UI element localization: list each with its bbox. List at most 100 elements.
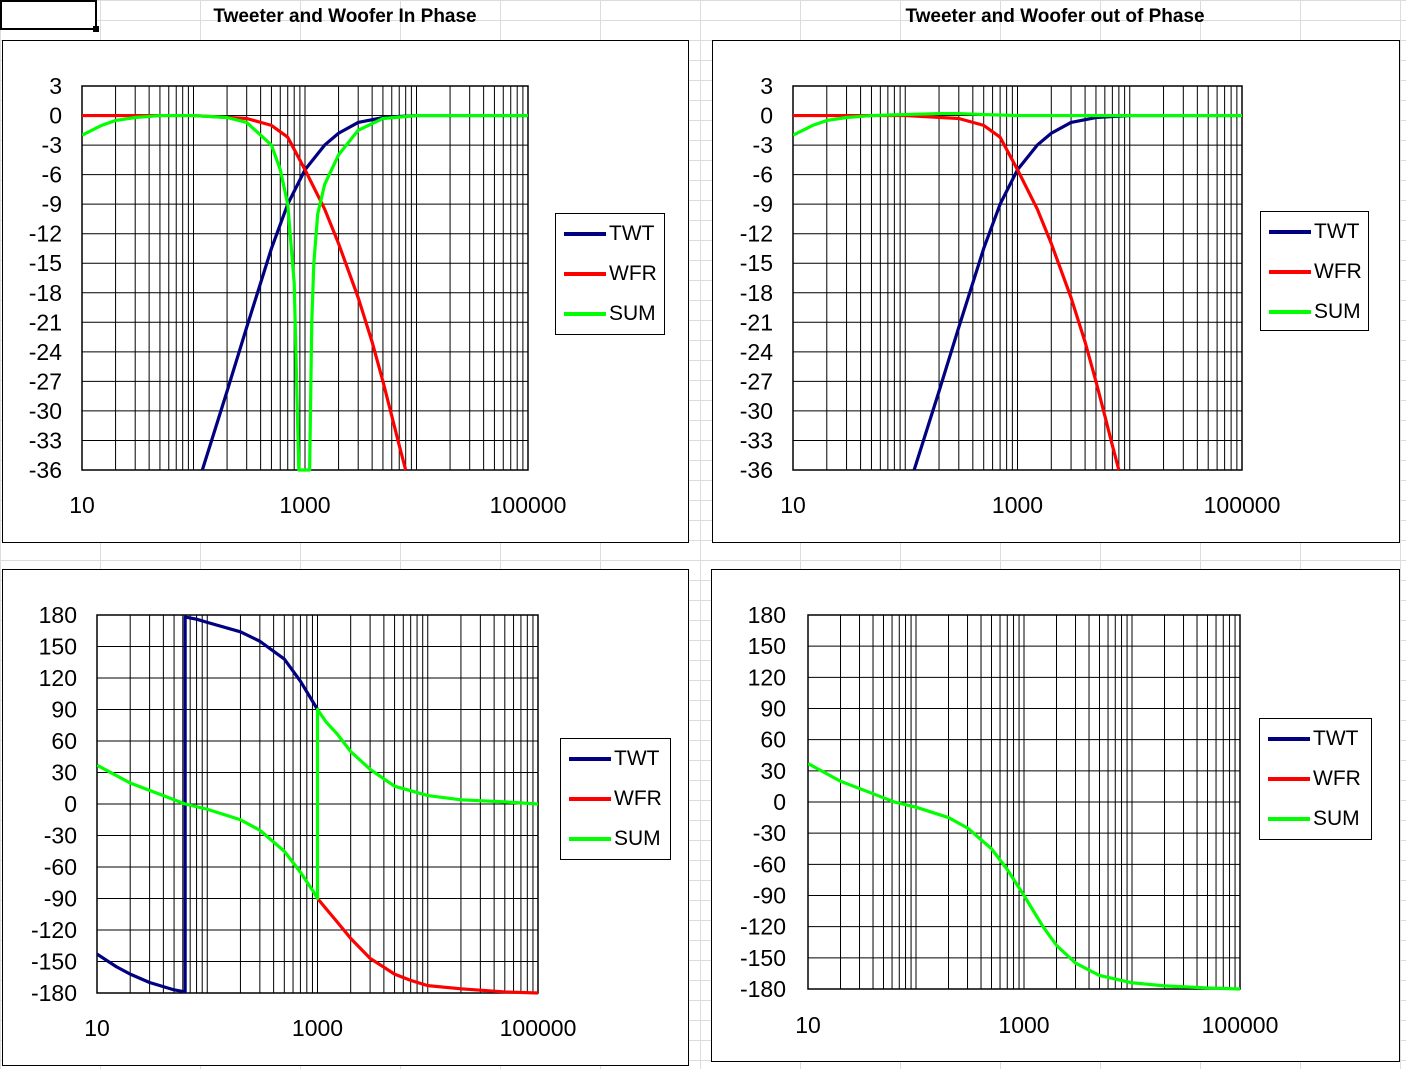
- y-tick-label: -15: [29, 250, 62, 276]
- magnitude-chart-in-phase[interactable]: 3 0 -3 -6 -9 -12 -15 -18 -21 -24 -27 -30 -33 -36 10 100…: [2, 40, 689, 543]
- legend-label: WFR: [614, 787, 662, 810]
- x-tick-label: 1000: [992, 492, 1043, 518]
- y-tick-label: -150: [31, 949, 77, 975]
- y-tick-label: -120: [740, 914, 786, 940]
- x-tick-label: 1000: [279, 492, 330, 518]
- y-tick-label: -3: [42, 132, 62, 158]
- y-tick-label: -36: [740, 457, 773, 483]
- x-tick-label: 100000: [1204, 492, 1281, 518]
- chart-legend[interactable]: TWT WFR SUM: [1259, 718, 1372, 840]
- series-line-sum: [82, 113, 528, 472]
- series-line-wfr: [793, 113, 1121, 471]
- y-tick-label: 120: [748, 664, 786, 690]
- y-tick-label: -30: [753, 820, 786, 846]
- legend-swatch: [569, 797, 611, 801]
- y-tick-label: 0: [49, 103, 62, 129]
- legend-swatch: [1269, 270, 1311, 274]
- x-tick-label: 1000: [292, 1015, 343, 1041]
- y-tick-label: -9: [42, 191, 62, 217]
- x-tick-label: 10: [780, 492, 806, 518]
- y-tick-label: 150: [748, 633, 786, 659]
- x-tick-label: 100000: [500, 1015, 577, 1041]
- y-tick-label: -6: [753, 162, 773, 188]
- legend-swatch: [1269, 230, 1311, 234]
- y-tick-label: -33: [29, 427, 62, 453]
- series-line-twt: [97, 615, 319, 994]
- y-tick-label: -18: [29, 280, 62, 306]
- legend-label: SUM: [1313, 807, 1360, 830]
- x-tick-label: 100000: [490, 492, 567, 518]
- y-tick-label: -9: [753, 191, 773, 217]
- y-tick-label: -6: [42, 162, 62, 188]
- y-tick-label: -15: [740, 250, 773, 276]
- x-tick-label: 10: [69, 492, 95, 518]
- series-line-wfr: [82, 113, 408, 471]
- legend-label: WFR: [609, 262, 657, 285]
- legend-label: TWT: [1314, 220, 1360, 243]
- y-tick-label: 60: [760, 727, 786, 753]
- legend-swatch: [569, 757, 611, 761]
- series-line-sum: [97, 707, 538, 901]
- chart-svg: 3 0 -3 -6 -9 -12 -15 -18 -21 -24 -27 -30 -33 -36 10 100…: [740, 73, 1281, 518]
- y-tick-label: 0: [760, 103, 773, 129]
- x-tick-label: 100000: [1202, 1012, 1279, 1038]
- legend-label: TWT: [1313, 727, 1359, 750]
- x-tick-label: 10: [795, 1012, 821, 1038]
- chart-legend[interactable]: TWT WFR SUM: [1260, 211, 1369, 331]
- y-tick-label: 180: [39, 602, 77, 628]
- y-tick-label: -18: [740, 280, 773, 306]
- series-line-sum: [793, 111, 1242, 137]
- phase-chart-out-of-phase[interactable]: 180 150 120 90 60 30 0 -30 -60 -90 -120 -150 -180 10 1…: [711, 569, 1400, 1062]
- plot-area: [792, 85, 1243, 471]
- y-tick-label: 0: [64, 791, 77, 817]
- y-tick-label: -12: [740, 221, 773, 247]
- y-tick-label: 180: [748, 602, 786, 628]
- active-cell-selector[interactable]: [0, 0, 99, 32]
- y-tick-label: -30: [44, 823, 77, 849]
- legend-label: WFR: [1313, 767, 1361, 790]
- y-tick-label: -180: [31, 980, 77, 1006]
- y-tick-label: 120: [39, 665, 77, 691]
- y-tick-label: 90: [760, 696, 786, 722]
- y-tick-label: 0: [773, 789, 786, 815]
- x-tick-label: 1000: [998, 1012, 1049, 1038]
- y-tick-label: -3: [753, 132, 773, 158]
- legend-label: TWT: [614, 747, 660, 770]
- legend-swatch: [564, 272, 606, 276]
- y-tick-label: 150: [39, 634, 77, 660]
- legend-label: SUM: [1314, 300, 1361, 323]
- series-line-wfr: [316, 897, 538, 995]
- fill-handle[interactable]: [93, 26, 99, 32]
- heading-out-of-phase: Tweeter and Woofer out of Phase: [905, 6, 1205, 27]
- y-tick-label: -60: [753, 851, 786, 877]
- y-tick-label: 3: [49, 73, 62, 99]
- y-tick-label: -30: [740, 398, 773, 424]
- phase-chart-in-phase[interactable]: 180 150 120 90 60 30 0 -30 -60 -90 -120 -150 -180 10 1…: [2, 569, 689, 1066]
- y-tick-label: 60: [51, 728, 77, 754]
- legend-swatch: [564, 312, 606, 316]
- y-tick-label: -90: [753, 883, 786, 909]
- legend-swatch: [569, 837, 611, 841]
- y-tick-label: -24: [29, 339, 62, 365]
- chart-svg: 180 150 120 90 60 30 0 -30 -60 -90 -120 -150 -180 10 1…: [31, 602, 577, 1041]
- chart-legend[interactable]: TWT WFR SUM: [560, 738, 671, 860]
- y-tick-label: -27: [740, 368, 773, 394]
- magnitude-chart-out-of-phase[interactable]: 3 0 -3 -6 -9 -12 -15 -18 -21 -24 -27 -30 -33 -36 10 100…: [712, 40, 1400, 543]
- legend-label: WFR: [1314, 260, 1362, 283]
- y-tick-label: -180: [740, 976, 786, 1002]
- legend-label: SUM: [614, 827, 661, 850]
- heading-in-phase: Tweeter and Woofer In Phase: [213, 6, 477, 27]
- y-tick-label: -21: [740, 309, 773, 335]
- y-tick-label: -150: [740, 945, 786, 971]
- y-tick-label: -33: [740, 427, 773, 453]
- legend-swatch: [564, 232, 606, 236]
- y-tick-label: -24: [740, 339, 773, 365]
- y-tick-label: -12: [29, 221, 62, 247]
- legend-label: TWT: [609, 222, 655, 245]
- chart-legend[interactable]: TWT WFR SUM: [555, 213, 665, 335]
- legend-swatch: [1268, 737, 1310, 741]
- y-tick-label: 90: [51, 697, 77, 723]
- chart-svg: 3 0 -3 -6 -9 -12 -15 -18 -21 -24 -27 -30 -33 -36 10 100…: [29, 73, 567, 518]
- y-tick-label: 3: [760, 73, 773, 99]
- legend-swatch: [1269, 310, 1311, 314]
